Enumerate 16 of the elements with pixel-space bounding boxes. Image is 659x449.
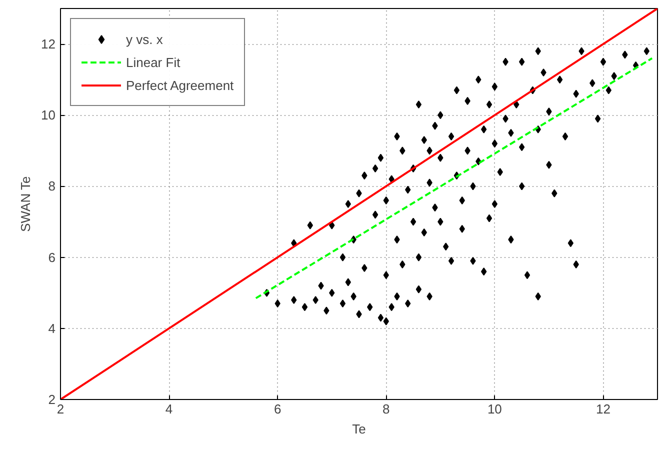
y-tick-label: 8 bbox=[48, 178, 56, 194]
x-tick-label: 10 bbox=[487, 402, 502, 416]
x-tick-label: 4 bbox=[165, 402, 173, 416]
legend-label: y vs. x bbox=[126, 32, 163, 46]
x-tick-label: 6 bbox=[274, 402, 282, 416]
legend-label: Linear Fit bbox=[126, 54, 180, 70]
y-tick-label: 2 bbox=[48, 392, 56, 407]
legend-label: Perfect Agreement bbox=[126, 78, 234, 92]
x-tick-label: 12 bbox=[596, 402, 610, 416]
y-axis-title: SWAN Te bbox=[18, 176, 34, 232]
y-tick-label: 10 bbox=[41, 108, 56, 123]
y-tick-label: 4 bbox=[48, 320, 56, 336]
y-tick-label: 12 bbox=[41, 36, 56, 52]
y-tick-label: 6 bbox=[48, 250, 56, 265]
x-tick-label: 8 bbox=[382, 402, 390, 416]
x-axis-title: Te bbox=[352, 422, 366, 436]
